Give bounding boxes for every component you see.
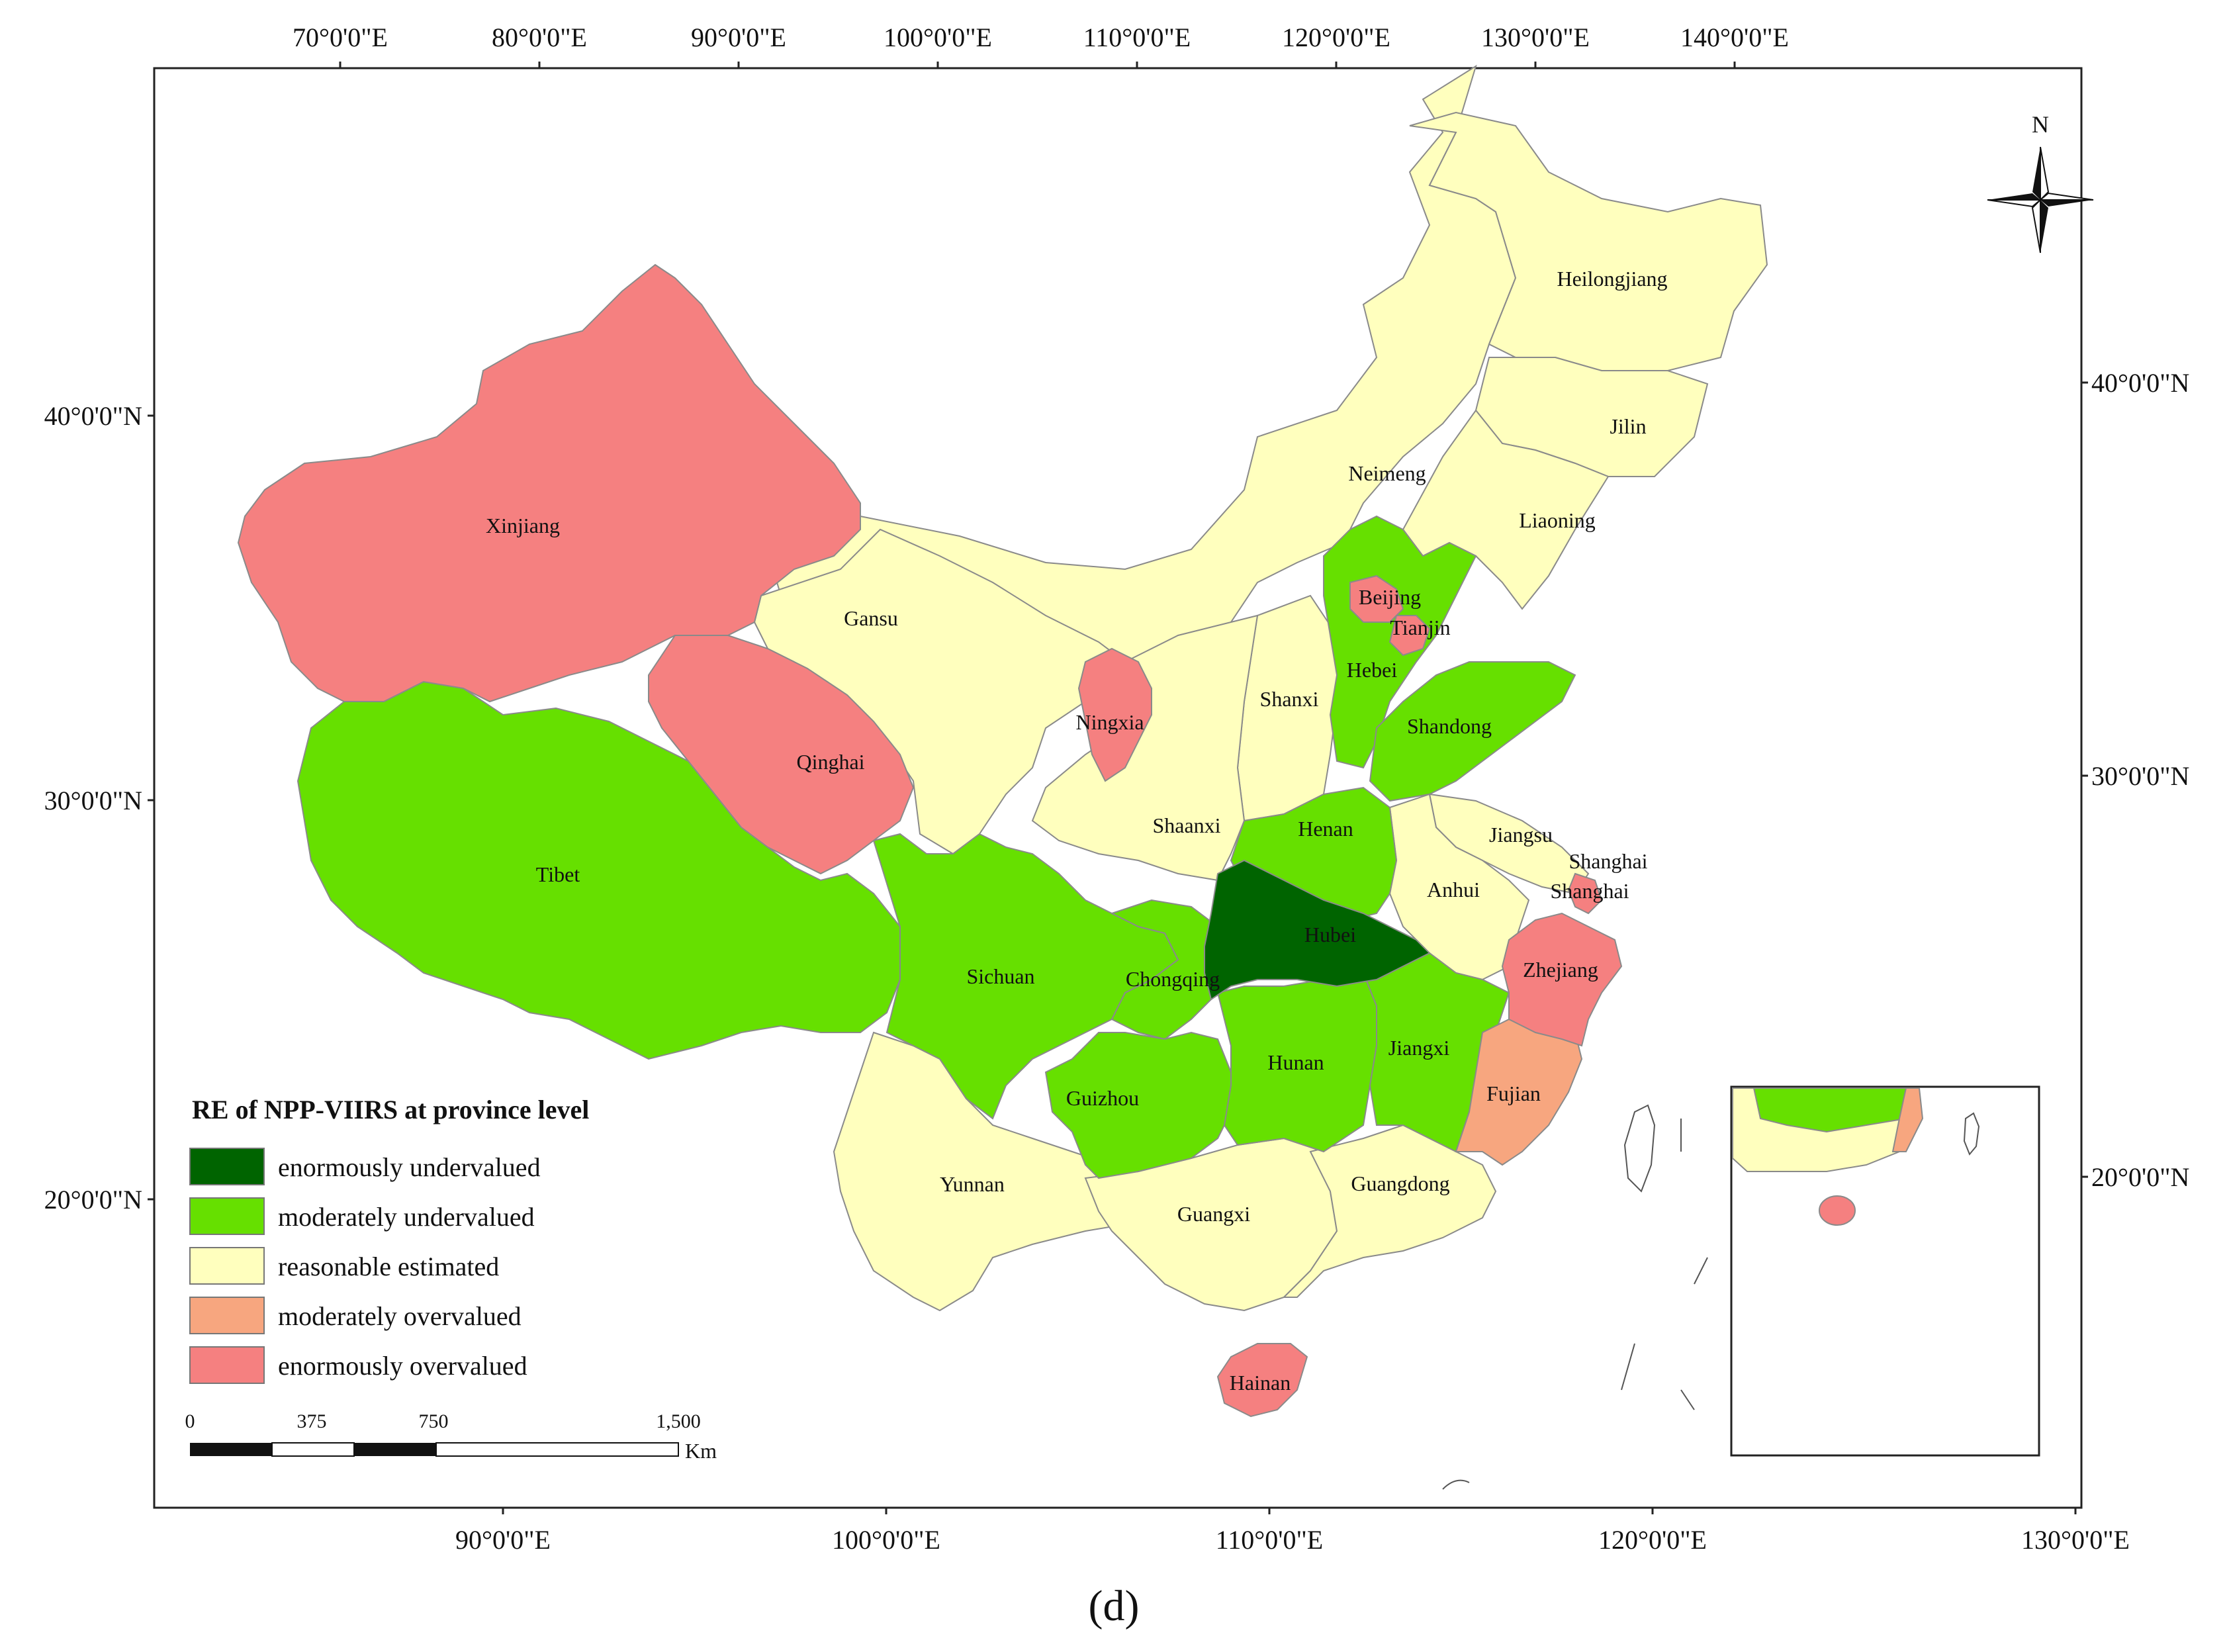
right-tick-label: 20°0'0"N bbox=[2091, 1162, 2189, 1192]
bottom-tick-label: 90°0'0"E bbox=[455, 1525, 551, 1555]
legend-swatch-reasonable-estimated bbox=[189, 1247, 265, 1285]
province-tibet bbox=[296, 680, 901, 1060]
province-xinjiang bbox=[237, 263, 861, 703]
province-yunnan bbox=[833, 1031, 1126, 1312]
bottom-tick-label: 120°0'0"E bbox=[1598, 1525, 1707, 1555]
label-liaoning: Liaoning bbox=[1519, 508, 1596, 532]
right-tick-label: 40°0'0"N bbox=[2091, 368, 2189, 398]
label-tianjin: Tianjin bbox=[1390, 616, 1450, 639]
right-tick-label: 30°0'0"N bbox=[2091, 761, 2189, 791]
label-guizhou: Guizhou bbox=[1066, 1086, 1139, 1110]
label-shanghai-2: Shanghai bbox=[1550, 879, 1629, 903]
left-tick-label: 40°0'0"N bbox=[44, 401, 142, 431]
left-tick-label: 20°0'0"N bbox=[44, 1185, 142, 1215]
province-labels: Xinjiang Tibet Qinghai Gansu Neimeng Hei… bbox=[486, 267, 1668, 1395]
label-zhejiang: Zhejiang bbox=[1523, 958, 1598, 982]
label-xinjiang: Xinjiang bbox=[486, 514, 560, 537]
label-tibet: Tibet bbox=[536, 862, 580, 886]
top-tick-label: 90°0'0"E bbox=[691, 23, 786, 52]
label-beijing: Beijing bbox=[1359, 585, 1421, 609]
top-tick-label: 110°0'0"E bbox=[1083, 23, 1191, 52]
label-chongqing: Chongqing bbox=[1126, 967, 1220, 991]
top-tick-label: 80°0'0"E bbox=[492, 23, 587, 52]
legend-label: moderately undervalued bbox=[278, 1202, 535, 1232]
label-ningxia: Ningxia bbox=[1075, 710, 1144, 734]
panel-label: (d) bbox=[1089, 1582, 1140, 1630]
label-sichuan: Sichuan bbox=[966, 964, 1034, 988]
label-hainan: Hainan bbox=[1230, 1371, 1291, 1395]
top-tick-label: 140°0'0"E bbox=[1680, 23, 1789, 52]
legend-swatch-moderately-undervalued bbox=[189, 1197, 265, 1235]
label-fujian: Fujian bbox=[1486, 1081, 1541, 1105]
label-anhui: Anhui bbox=[1427, 878, 1480, 901]
province-qinghai bbox=[648, 635, 915, 875]
label-hubei: Hubei bbox=[1304, 923, 1356, 946]
provinces bbox=[237, 64, 1768, 1418]
left-axis: 40°0'0"N 30°0'0"N 20°0'0"N bbox=[44, 401, 154, 1215]
islands bbox=[1442, 1104, 1708, 1490]
label-neimeng: Neimeng bbox=[1348, 461, 1426, 485]
scale-tick-label: 375 bbox=[297, 1410, 327, 1432]
left-tick-label: 30°0'0"N bbox=[44, 786, 142, 815]
legend: RE of NPP-VIIRS at province level enormo… bbox=[189, 1095, 589, 1384]
bottom-tick-label: 110°0'0"E bbox=[1216, 1525, 1323, 1555]
province-shaanxi bbox=[1031, 614, 1259, 882]
province-tianjin bbox=[1388, 615, 1431, 657]
bottom-tick-label: 130°0'0"E bbox=[2021, 1525, 2130, 1555]
label-gansu: Gansu bbox=[844, 606, 898, 630]
right-axis: 40°0'0"N 30°0'0"N 20°0'0"N bbox=[2081, 368, 2189, 1192]
inset-map bbox=[1730, 1085, 2040, 1457]
label-shanghai-1: Shanghai bbox=[1568, 849, 1647, 873]
legend-label: reasonable estimated bbox=[278, 1252, 499, 1281]
bottom-tick-label: 100°0'0"E bbox=[832, 1525, 940, 1555]
legend-label: enormously overvalued bbox=[278, 1351, 527, 1381]
legend-label: enormously undervalued bbox=[278, 1152, 541, 1182]
province-hainan bbox=[1216, 1343, 1308, 1418]
scale-tick-label: 0 bbox=[185, 1410, 195, 1432]
label-henan: Henan bbox=[1298, 817, 1353, 841]
top-tick-label: 120°0'0"E bbox=[1282, 23, 1390, 52]
province-heilongjiang bbox=[1409, 111, 1768, 371]
label-qinghai: Qinghai bbox=[796, 750, 864, 774]
scale-unit: Km bbox=[685, 1439, 717, 1463]
legend-swatch-moderately-overvalued bbox=[189, 1297, 265, 1334]
province-shandong bbox=[1369, 661, 1576, 802]
label-shandong: Shandong bbox=[1407, 714, 1492, 738]
legend-swatch-enormously-overvalued bbox=[189, 1346, 265, 1384]
label-hunan: Hunan bbox=[1267, 1050, 1324, 1074]
label-guangdong: Guangdong bbox=[1351, 1171, 1449, 1195]
label-shaanxi: Shaanxi bbox=[1152, 813, 1220, 837]
province-shanghai bbox=[1567, 872, 1603, 915]
bottom-axis: 90°0'0"E 100°0'0"E 110°0'0"E 120°0'0"E 1… bbox=[455, 1508, 2130, 1555]
north-label: N bbox=[2032, 111, 2049, 138]
label-yunnan: Yunnan bbox=[940, 1172, 1005, 1196]
scale-tick-label: 750 bbox=[419, 1410, 449, 1432]
label-jilin: Jilin bbox=[1610, 414, 1646, 438]
map-frame bbox=[153, 67, 2083, 1509]
north-arrow-icon: N bbox=[1987, 111, 2094, 253]
label-shanxi: Shanxi bbox=[1260, 687, 1319, 711]
province-chongqing bbox=[1110, 899, 1232, 1040]
label-guangxi: Guangxi bbox=[1177, 1202, 1250, 1226]
top-axis: 70°0'0"E 80°0'0"E 90°0'0"E 100°0'0"E 110… bbox=[293, 23, 1789, 68]
top-tick-label: 70°0'0"E bbox=[293, 23, 388, 52]
legend-label: moderately overvalued bbox=[278, 1301, 522, 1331]
scale-tick-label: 1,500 bbox=[656, 1410, 701, 1432]
province-hubei bbox=[1204, 859, 1431, 1001]
label-hebei: Hebei bbox=[1347, 658, 1398, 682]
legend-swatch-enormously-undervalued bbox=[189, 1148, 265, 1185]
label-jiangsu: Jiangsu bbox=[1489, 823, 1553, 847]
label-jiangxi: Jiangxi bbox=[1388, 1036, 1450, 1060]
label-heilongjiang: Heilongjiang bbox=[1557, 267, 1667, 291]
top-tick-label: 130°0'0"E bbox=[1481, 23, 1590, 52]
province-zhejiang bbox=[1501, 912, 1623, 1047]
scale-bar: 0 375 750 1,500 Km bbox=[185, 1410, 717, 1463]
province-ningxia bbox=[1077, 647, 1152, 782]
top-tick-label: 100°0'0"E bbox=[884, 23, 992, 52]
legend-title: RE of NPP-VIIRS at province level bbox=[192, 1095, 589, 1124]
